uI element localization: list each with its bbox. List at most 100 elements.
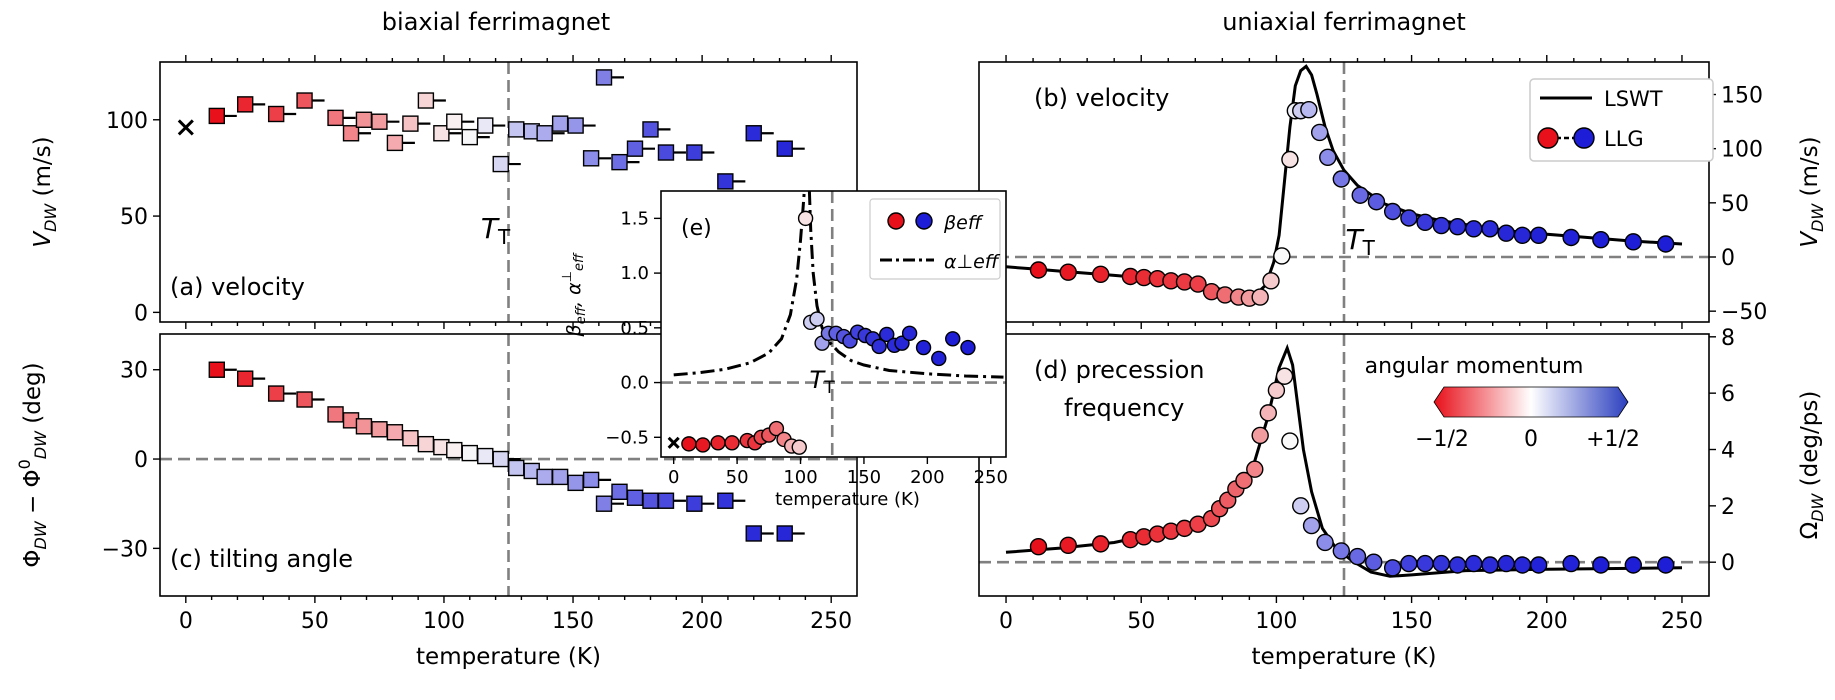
colorbar: angular momentum −1/2 0 +1/2 bbox=[1365, 354, 1640, 452]
y-tick-label-d: 4 bbox=[1721, 439, 1735, 464]
data-point-e bbox=[960, 339, 976, 356]
x-tick-label-d: 250 bbox=[1661, 609, 1703, 634]
data-point-a bbox=[417, 92, 435, 109]
data-point-c bbox=[208, 361, 225, 378]
y-tick-label-d: 2 bbox=[1721, 495, 1735, 520]
data-point-d bbox=[1348, 547, 1367, 566]
data-point-c bbox=[267, 385, 285, 402]
data-point-b bbox=[1497, 224, 1515, 242]
axes-frame-e bbox=[660, 190, 1007, 458]
header-uniaxial: uniaxial ferrimagnet bbox=[1222, 8, 1466, 36]
data-point-a bbox=[208, 107, 225, 125]
y-axis-title-a: VDW (m/s) bbox=[30, 136, 60, 247]
x-tick-label-e: 50 bbox=[726, 467, 749, 488]
data-point-e bbox=[710, 435, 726, 451]
data-point-c bbox=[657, 492, 675, 509]
data-point-b bbox=[1262, 272, 1280, 290]
data-point-c bbox=[477, 447, 494, 465]
data-point-a bbox=[776, 140, 793, 157]
header-biaxial: biaxial ferrimagnet bbox=[382, 8, 610, 36]
data-point-a bbox=[745, 125, 762, 142]
data-point-c bbox=[296, 391, 313, 408]
data-point-e bbox=[871, 338, 887, 355]
x-tick-label-c: 100 bbox=[423, 609, 465, 634]
x-axis-title-d: temperature (K) bbox=[1252, 644, 1437, 670]
data-point-c bbox=[327, 406, 344, 423]
data-point-d bbox=[1481, 556, 1499, 574]
data-point-c bbox=[236, 370, 254, 387]
data-point-d bbox=[1383, 559, 1402, 577]
y-tick-label-c: 30 bbox=[120, 359, 148, 384]
data-point-c bbox=[776, 525, 793, 542]
x-tick-label-c: 250 bbox=[810, 609, 852, 634]
legend-lswt-label: LSWT bbox=[1604, 87, 1663, 111]
data-point-e bbox=[901, 325, 918, 342]
legend-e-alpha-label: α⊥eff bbox=[944, 251, 1001, 273]
data-point-d bbox=[1246, 460, 1264, 478]
panel-title-line2-d: frequency bbox=[1064, 394, 1184, 422]
y-tick-label-a: 100 bbox=[106, 109, 148, 134]
data-point-c bbox=[686, 495, 703, 512]
data-point-c bbox=[717, 492, 734, 509]
x-tick-label-d: 200 bbox=[1526, 609, 1568, 634]
data-point-c bbox=[371, 421, 388, 438]
data-point-d bbox=[1529, 556, 1548, 574]
data-point-d bbox=[1235, 471, 1253, 490]
data-point-b bbox=[1624, 233, 1642, 251]
colorbar-tick-zero: 0 bbox=[1524, 427, 1538, 452]
data-point-b bbox=[1657, 235, 1675, 253]
data-point-e bbox=[681, 436, 697, 452]
colorbar-tick-min: −1/2 bbox=[1415, 427, 1469, 452]
data-point-d bbox=[1091, 535, 1110, 553]
data-point-b bbox=[1319, 148, 1337, 167]
data-point-b bbox=[1281, 150, 1299, 169]
data-point-a bbox=[386, 134, 404, 152]
data-point-a bbox=[296, 92, 313, 109]
data-point-b bbox=[1448, 217, 1467, 236]
y-tick-label-e: 1.0 bbox=[620, 263, 649, 284]
y-tick-label-e: 0.5 bbox=[620, 318, 649, 339]
data-point-e bbox=[724, 435, 740, 451]
data-point-d bbox=[1281, 432, 1299, 450]
panel-d: 0 50 100 150 200 250 0 2 4 6 8 temperature (K) (d) p… bbox=[978, 326, 1827, 670]
data-point-a bbox=[355, 111, 373, 128]
data-point-d bbox=[1302, 516, 1321, 535]
data-point-d bbox=[1059, 536, 1077, 554]
curve-e bbox=[673, 190, 806, 377]
y-tick-label-e: 1.5 bbox=[620, 208, 649, 229]
data-point-d bbox=[1657, 556, 1675, 574]
legend-llg-blue-marker bbox=[1573, 127, 1595, 149]
y-tick-label-b: −50 bbox=[1721, 300, 1767, 325]
data-point-a bbox=[626, 140, 644, 157]
data-point-d bbox=[1497, 554, 1515, 573]
data-point-e bbox=[791, 439, 807, 455]
y-tick-label-b: 50 bbox=[1721, 192, 1749, 217]
data-point-a bbox=[477, 117, 494, 134]
data-point-a bbox=[717, 173, 734, 190]
x-tick-label-c: 0 bbox=[179, 609, 193, 634]
data-point-b bbox=[1432, 216, 1451, 235]
reference-x-marker-e bbox=[667, 436, 680, 449]
y-tick-label-d: 6 bbox=[1721, 382, 1735, 407]
panel-title-a: (a) velocity bbox=[170, 273, 305, 301]
legend-e-red-marker bbox=[887, 212, 905, 230]
data-point-a bbox=[536, 125, 553, 142]
data-point-c bbox=[461, 444, 478, 462]
data-point-d bbox=[1275, 367, 1294, 385]
panel-title-d: (d) precession bbox=[1034, 356, 1204, 384]
data-point-b bbox=[1562, 228, 1580, 247]
data-point-a bbox=[371, 113, 388, 130]
data-point-b bbox=[1592, 230, 1610, 249]
data-point-d bbox=[1029, 537, 1048, 556]
colorbar-gradient bbox=[1433, 386, 1629, 418]
data-point-d bbox=[1292, 497, 1310, 515]
axes-frame-d bbox=[978, 333, 1710, 597]
data-point-d bbox=[1416, 554, 1434, 573]
y-tick-label-b: 0 bbox=[1721, 246, 1735, 271]
data-point-d bbox=[1316, 533, 1334, 552]
data-point-a bbox=[446, 113, 463, 130]
data-point-b bbox=[1251, 288, 1269, 306]
data-point-a bbox=[595, 69, 613, 86]
x-tick-label-c: 200 bbox=[681, 609, 723, 634]
data-point-b bbox=[1029, 261, 1048, 279]
